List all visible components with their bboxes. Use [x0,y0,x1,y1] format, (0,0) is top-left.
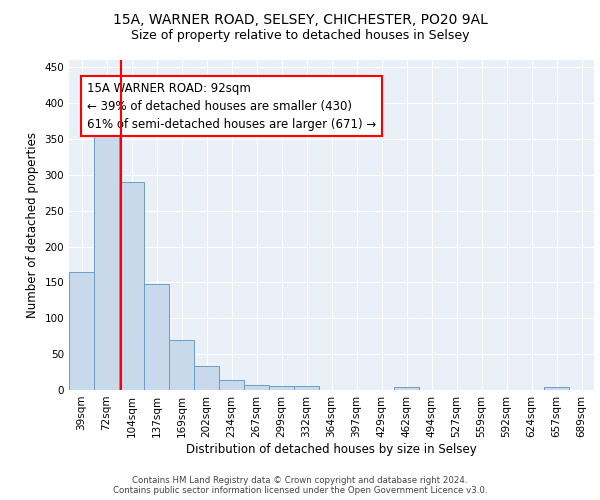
Bar [294,386,319,390]
Bar [244,385,269,390]
Text: Size of property relative to detached houses in Selsey: Size of property relative to detached ho… [131,29,469,42]
Bar [194,366,219,390]
Bar [269,386,294,390]
Y-axis label: Number of detached properties: Number of detached properties [26,132,39,318]
Bar [169,340,194,390]
Bar [394,387,419,390]
X-axis label: Distribution of detached houses by size in Selsey: Distribution of detached houses by size … [186,442,477,456]
Bar [69,272,94,390]
Text: Contains HM Land Registry data © Crown copyright and database right 2024.: Contains HM Land Registry data © Crown c… [132,476,468,485]
Bar [219,380,244,390]
Text: Contains public sector information licensed under the Open Government Licence v3: Contains public sector information licen… [113,486,487,495]
Bar [119,182,144,390]
Text: 15A WARNER ROAD: 92sqm
← 39% of detached houses are smaller (430)
61% of semi-de: 15A WARNER ROAD: 92sqm ← 39% of detached… [87,82,376,130]
Bar [94,121,119,390]
Bar [144,284,169,390]
Text: 15A, WARNER ROAD, SELSEY, CHICHESTER, PO20 9AL: 15A, WARNER ROAD, SELSEY, CHICHESTER, PO… [113,12,487,26]
Bar [544,387,569,390]
